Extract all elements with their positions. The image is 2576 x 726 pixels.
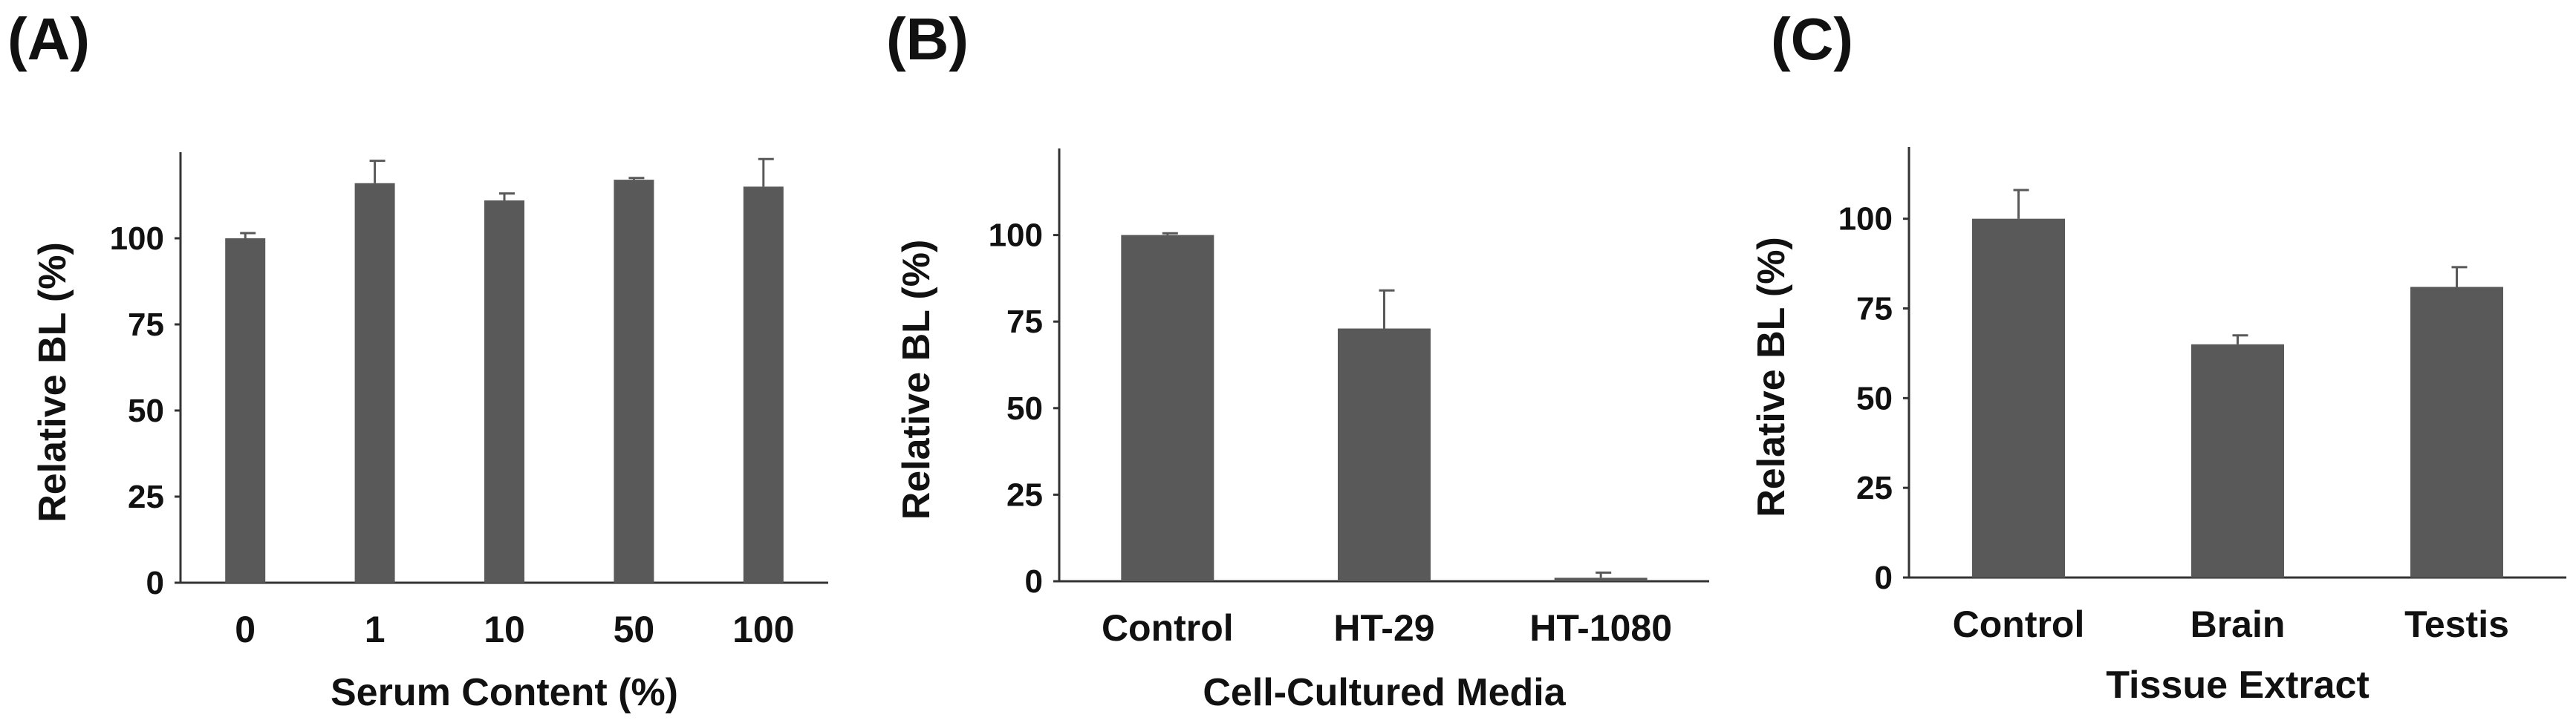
y-tick-label: 75 xyxy=(1006,304,1043,340)
x-tick-label: Testis xyxy=(2404,604,2509,645)
y-tick-label: 50 xyxy=(1856,380,1893,416)
bar-control xyxy=(1121,235,1214,581)
x-tick-label: Control xyxy=(1102,607,1234,649)
x-tick-label: Control xyxy=(1953,604,2085,645)
panel-label: (C) xyxy=(1771,6,1853,72)
y-axis-title: Relative BL (%) xyxy=(31,242,74,523)
y-tick-label: 100 xyxy=(110,220,164,257)
x-tick-label: 0 xyxy=(235,609,256,650)
bar-10 xyxy=(484,200,524,583)
y-tick-label: 25 xyxy=(128,479,164,515)
y-tick-label: 0 xyxy=(1025,563,1043,600)
x-tick-label: 10 xyxy=(484,609,525,650)
x-tick-label: HT-29 xyxy=(1333,607,1434,649)
y-tick-label: 25 xyxy=(1856,470,1893,506)
panel-b: (B) 0 25 50 75 100 Control HT-29 HT-1080 Cell-Cul… xyxy=(859,0,1717,726)
x-tick-label: HT-1080 xyxy=(1529,607,1672,649)
x-axis-title: Tissue Extract xyxy=(2106,664,2370,707)
y-tick-label: 100 xyxy=(1838,201,1893,238)
y-axis-title: Relative BL (%) xyxy=(895,240,938,520)
y-tick-label: 0 xyxy=(146,565,164,601)
x-axis-title: Serum Content (%) xyxy=(331,671,678,714)
y-tick-label: 75 xyxy=(1856,291,1893,327)
y-tick-label: 100 xyxy=(989,218,1043,254)
bar-brain xyxy=(2191,344,2284,578)
panel-c: (C) 0 25 50 75 100 Control Brain Testis Tissue Ex… xyxy=(1717,0,2576,726)
bar-1 xyxy=(354,183,395,583)
bar-control xyxy=(1972,218,2065,578)
bar-ht-1080 xyxy=(1554,578,1648,581)
bar-50 xyxy=(614,180,654,583)
x-axis-title: Cell-Cultured Media xyxy=(1203,671,1566,714)
chart-a: (A) 0 25 50 75 100 0 1 10 50 100 Serum Content (%) R… xyxy=(7,6,828,714)
panel-label: (B) xyxy=(886,6,969,72)
x-tick-label: 50 xyxy=(614,609,655,650)
bar-100 xyxy=(743,186,784,583)
chart-b: (B) 0 25 50 75 100 Control HT-29 HT-1080 Cell-Cul… xyxy=(886,6,1709,714)
x-tick-label: 1 xyxy=(365,609,386,650)
y-tick-label: 0 xyxy=(1875,560,1893,596)
bar-ht-29 xyxy=(1338,328,1431,581)
y-tick-label: 50 xyxy=(128,393,164,429)
chart-c: (C) 0 25 50 75 100 Control Brain Testis Tissue Ex… xyxy=(1750,6,2566,707)
bar-testis xyxy=(2410,287,2503,578)
panel-label: (A) xyxy=(7,6,90,72)
y-tick-label: 75 xyxy=(128,307,164,343)
bar-0 xyxy=(225,238,266,583)
y-axis-title: Relative BL (%) xyxy=(1750,237,1793,517)
y-tick-label: 25 xyxy=(1006,477,1043,513)
panel-a: (A) 0 25 50 75 100 0 1 10 50 100 Serum Content (%) R… xyxy=(0,0,859,726)
x-tick-label: Brain xyxy=(2190,604,2286,645)
x-tick-label: 100 xyxy=(732,609,794,650)
y-tick-label: 50 xyxy=(1006,390,1043,427)
